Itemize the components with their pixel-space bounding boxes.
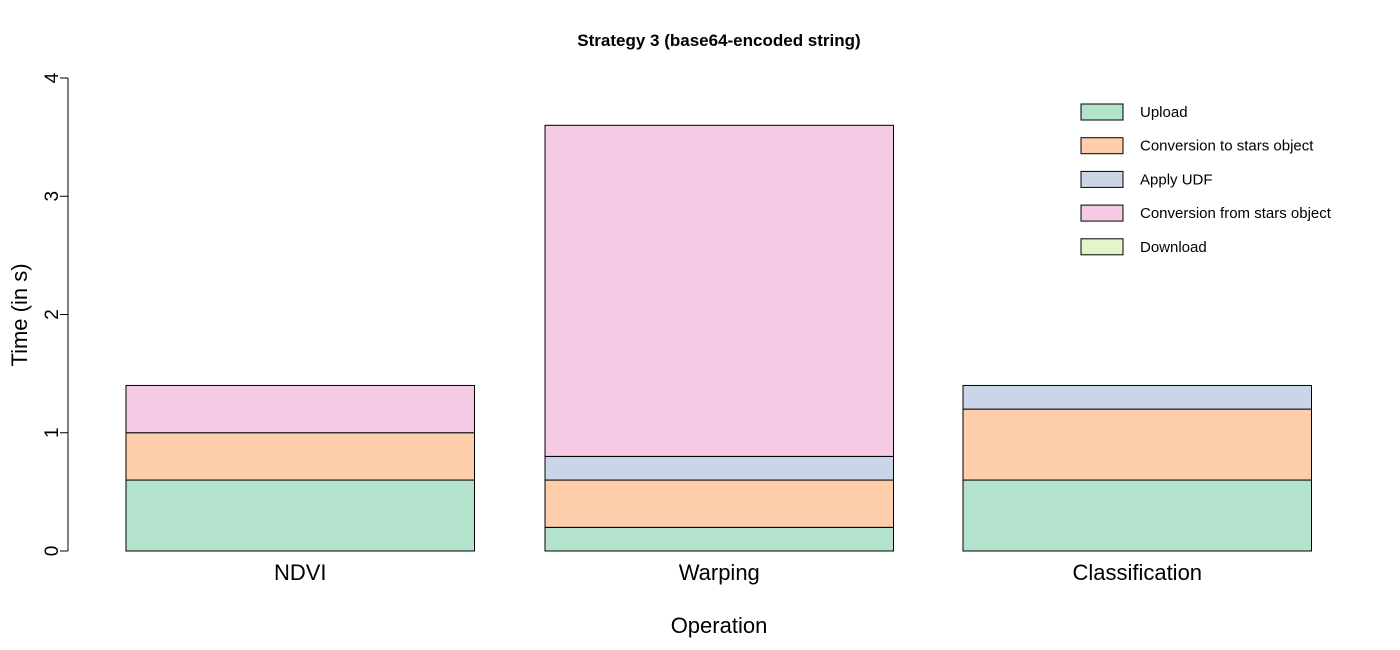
bar-segment [125,384,475,434]
bar-segment [125,479,475,552]
legend-swatch [1080,137,1124,155]
legend-swatch [1080,103,1124,121]
bar-segment [544,526,894,552]
bar-segment [544,479,894,528]
y-tick-label: 1 [42,427,63,438]
y-axis-label: Time (in s) [7,263,32,366]
x-tick-label: Classification [1072,560,1202,585]
y-tick-label: 2 [42,309,63,320]
legend-label: Upload [1140,104,1188,121]
legend-label: Apply UDF [1140,171,1213,188]
y-axis: 0 1 2 3 4 [42,72,69,557]
bar-segment [544,124,894,457]
bar-segment [962,479,1312,552]
legend-swatch [1080,170,1124,188]
legend-swatch [1080,238,1124,256]
bar-segment [962,384,1312,410]
bar-segment [962,408,1312,481]
y-tick-label: 0 [42,546,63,557]
y-tick-label: 4 [42,72,63,83]
category-labels: NDVI Warping Classification [274,560,1202,585]
chart-title: Strategy 3 (base64-encoded string) [577,31,860,50]
legend-label: Conversion from stars object [1140,205,1332,222]
x-tick-label: NDVI [274,560,327,585]
legend: Upload Conversion to stars object Apply UD… [1080,103,1332,256]
bar-segment [544,455,894,481]
x-axis-label: Operation [671,613,768,638]
bar-segment [125,432,475,481]
y-tick-label: 3 [42,191,63,202]
legend-label: Download [1140,239,1207,256]
bars-group [125,124,1312,552]
x-tick-label: Warping [679,560,760,585]
legend-swatch [1080,204,1124,222]
legend-label: Conversion to stars object [1140,138,1314,155]
